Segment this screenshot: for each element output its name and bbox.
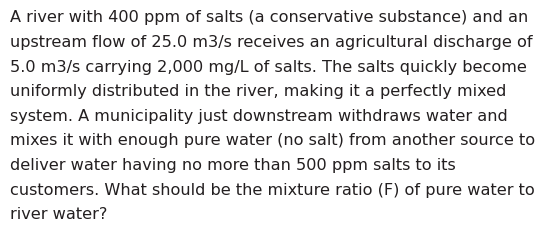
Text: system. A municipality just downstream withdraws water and: system. A municipality just downstream w… — [10, 108, 508, 123]
Text: A river with 400 ppm of salts (a conservative substance) and an: A river with 400 ppm of salts (a conserv… — [10, 10, 528, 25]
Text: river water?: river water? — [10, 206, 108, 221]
Text: mixes it with enough pure water (no salt) from another source to: mixes it with enough pure water (no salt… — [10, 133, 535, 148]
Text: customers. What should be the mixture ratio (F) of pure water to: customers. What should be the mixture ra… — [10, 182, 535, 197]
Text: 5.0 m3/s carrying 2,000 mg/L of salts. The salts quickly become: 5.0 m3/s carrying 2,000 mg/L of salts. T… — [10, 59, 527, 74]
Text: deliver water having no more than 500 ppm salts to its: deliver water having no more than 500 pp… — [10, 157, 456, 172]
Text: uniformly distributed in the river, making it a perfectly mixed: uniformly distributed in the river, maki… — [10, 84, 507, 99]
Text: upstream flow of 25.0 m3/s receives an agricultural discharge of: upstream flow of 25.0 m3/s receives an a… — [10, 35, 533, 50]
